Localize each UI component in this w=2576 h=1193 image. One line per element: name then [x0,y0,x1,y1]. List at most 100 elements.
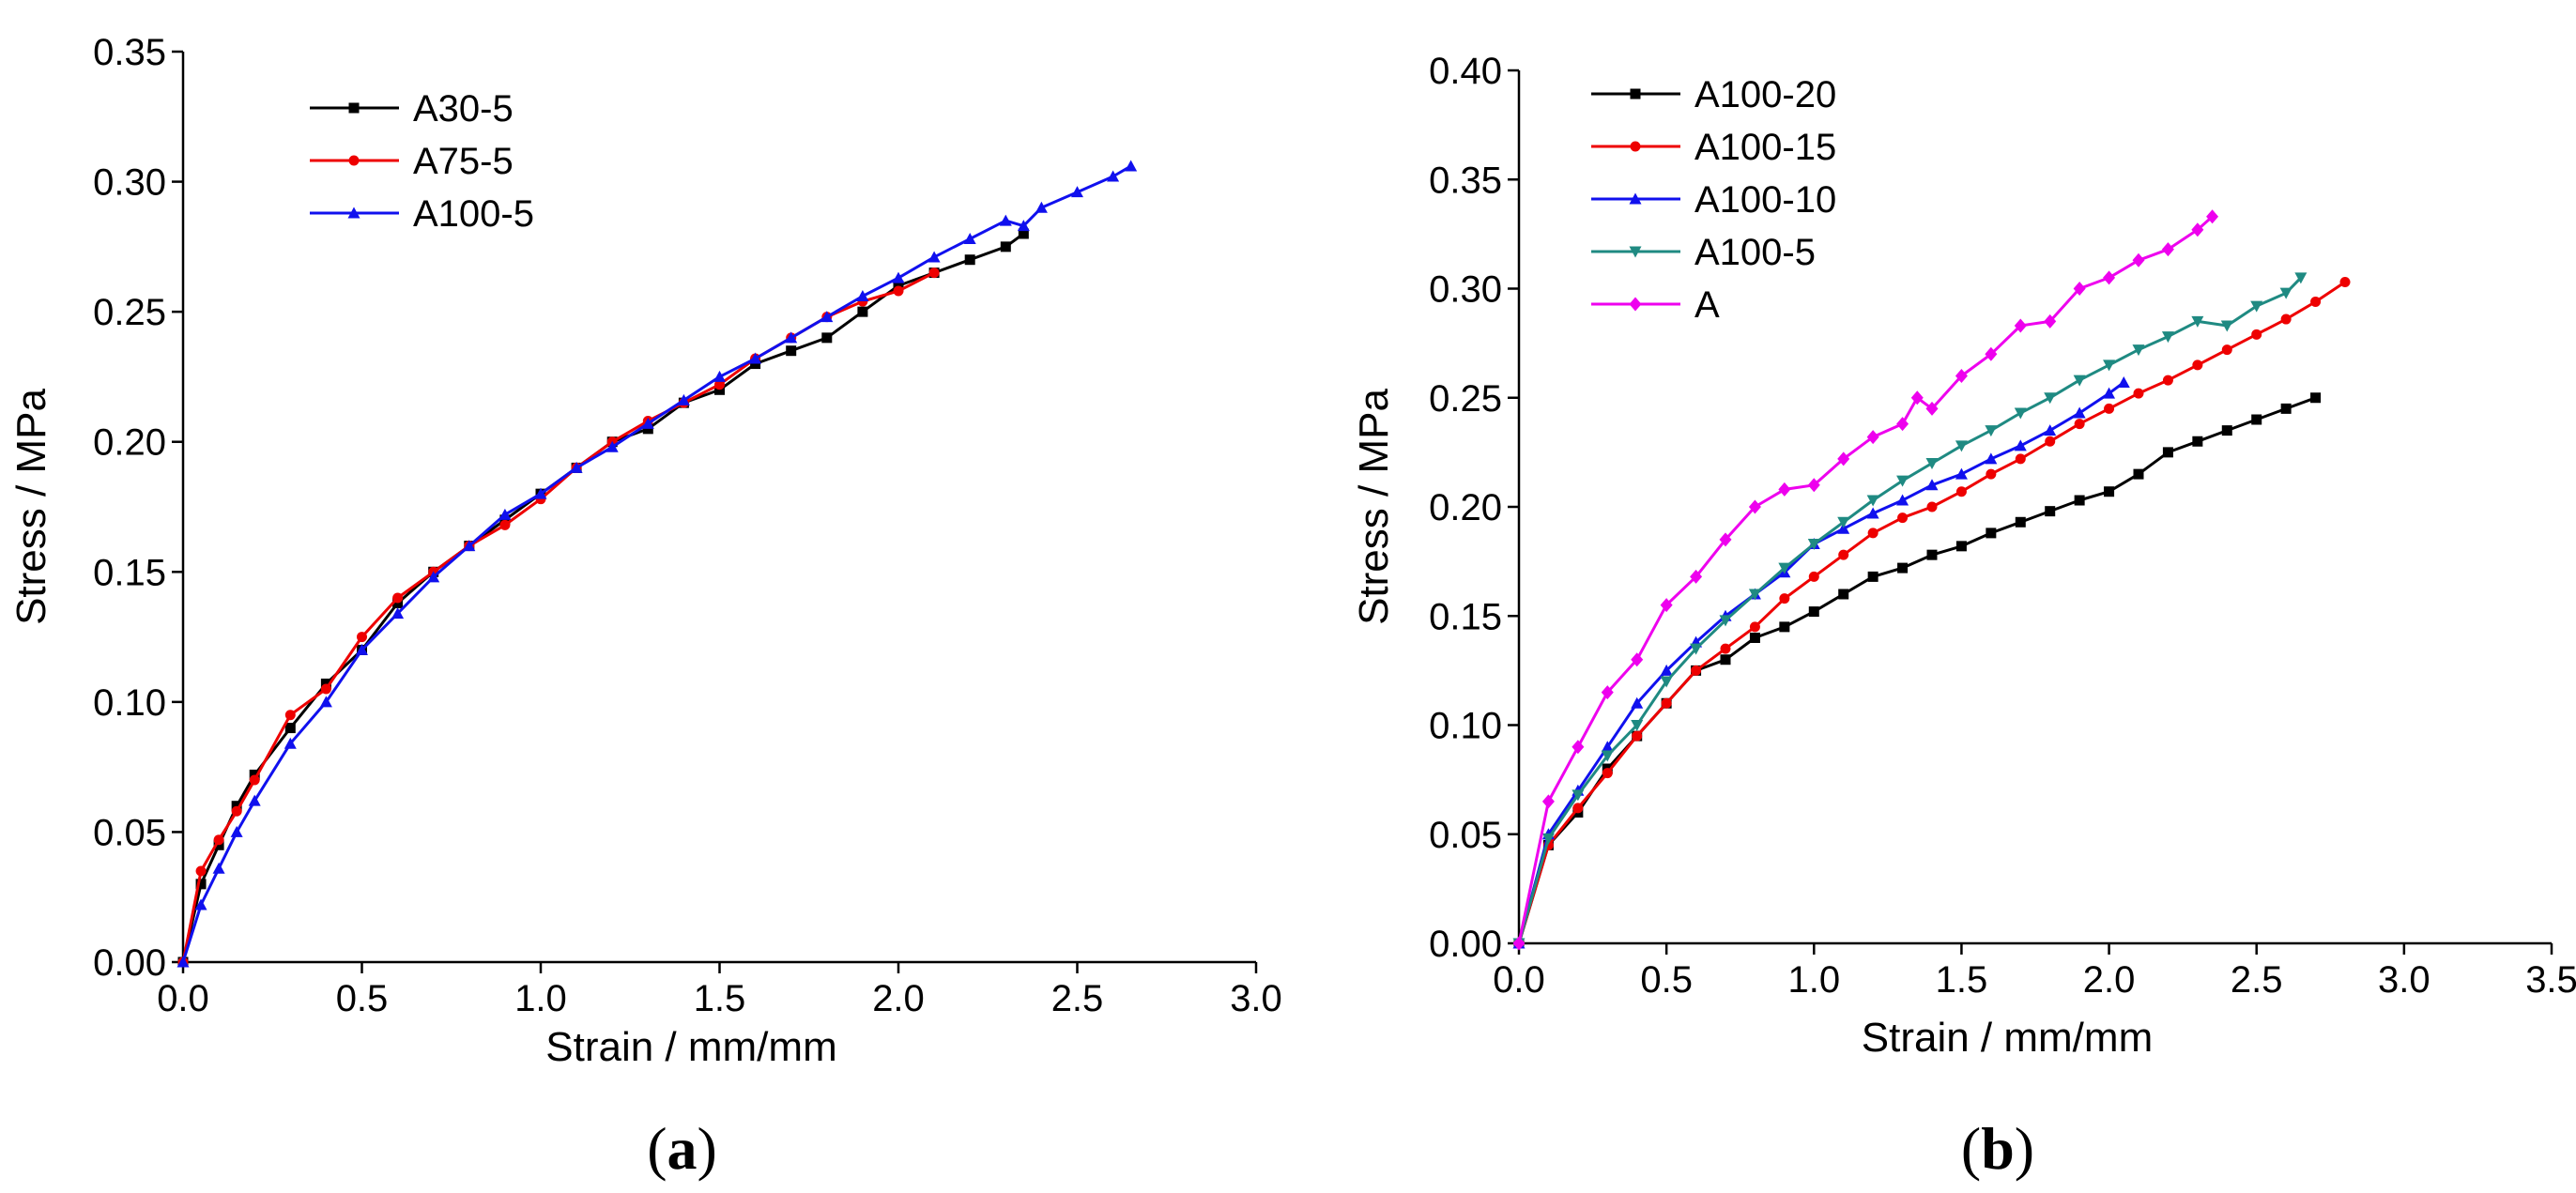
data-point [2162,375,2173,386]
data-point [1807,539,1820,551]
legend-item: A30-5 [310,88,514,130]
data-point [2251,329,2262,340]
data-point [1897,562,1909,574]
data-point [2192,436,2203,447]
y-tick-label: 0.10 [93,682,166,724]
data-point [714,379,725,390]
data-point [1896,417,1909,432]
legend: A100-20 A100-15 A100-10 A100-5 A [1591,74,1836,326]
data-point [893,280,904,291]
data-point [820,311,834,323]
legend-label: A [1694,284,1720,326]
data-point [2221,425,2232,436]
legend-swatch-marker [1629,297,1642,312]
data-point [1660,676,1673,688]
data-point [2250,300,2263,313]
data-point [2104,486,2115,497]
y-tick-label: 0.00 [1429,924,1502,965]
data-point [1866,495,1879,507]
data-point [1572,803,1584,814]
panel-caption-letter: a [667,1115,698,1182]
legend-swatch-marker [1629,192,1642,205]
data-point [1660,664,1673,676]
series-a30-5 [177,228,1029,968]
series-line [1517,276,2302,944]
x-tick-label: 3.5 [2525,959,2576,1001]
data-point [928,251,941,263]
legend-swatch-marker [348,102,360,114]
data-point [499,514,511,526]
data-point [231,801,242,812]
legend-swatch-marker [1630,141,1641,152]
data-point [1720,643,1731,654]
legend-swatch-marker [1630,88,1641,99]
x-axis-title: Strain / mm/mm [545,1024,836,1070]
data-point [2015,516,2026,528]
data-point [320,683,331,695]
legend-item: A100-10 [1591,179,1836,221]
series-a75-5 [177,268,940,968]
data-point [2280,403,2292,414]
data-point [1572,740,1585,755]
data-point [2044,392,2057,405]
data-point [1955,369,1968,383]
series-a100-5 [1512,272,2308,950]
y-tick-label: 0.15 [1429,596,1502,637]
data-point [2310,392,2322,404]
series-a100-15 [1513,277,2351,949]
data-point [1748,589,1761,601]
data-point [1866,507,1879,519]
x-tick-label: 3.0 [1230,978,1282,1019]
legend-swatch-marker [1629,246,1642,258]
data-point [677,393,690,405]
data-point [2161,242,2174,257]
data-point [1985,425,1998,437]
data-point [1897,512,1909,524]
data-point [1866,430,1879,445]
data-point [2132,252,2145,268]
data-point [1779,593,1790,604]
data-point [249,769,260,780]
legend-label: A100-15 [1694,127,1836,168]
data-point [2117,375,2130,388]
data-point [176,956,190,968]
data-point [1000,241,1011,252]
data-point [1661,697,1672,709]
data-point [2044,424,2057,436]
data-point [2192,359,2203,371]
data-point [2251,414,2262,425]
x-axis-title: Strain / mm/mm [1862,1015,2153,1061]
data-point [2132,344,2145,357]
data-point [1017,220,1030,232]
data-point [785,331,798,344]
data-point [1955,440,1968,452]
data-point [498,508,512,520]
data-point [2221,344,2232,356]
data-point [2294,272,2308,284]
data-point [1925,401,1939,416]
y-tick-label: 0.35 [1429,160,1502,201]
x-tick-label: 3.0 [2378,959,2430,1001]
legend-label: A100-5 [1694,232,1816,273]
data-point [1071,186,1083,198]
data-point [1125,160,1138,172]
series-a [1512,209,2219,951]
data-point [2073,282,2086,296]
data-point [1985,452,1998,465]
x-tick-label: 1.0 [1787,959,1840,1001]
data-point [2279,287,2292,299]
data-point [248,794,261,806]
data-point [1749,633,1760,643]
data-point [2045,436,2056,447]
chart-panel-a: 0.0 0.5 1.0 1.5 2.0 2.5 3.0 0.00 0.05 0.10 0.15 0.2… [8,32,1282,1182]
data-point [319,696,332,708]
y-tick-label: 0.20 [1429,487,1502,528]
y-tick-label: 0.15 [93,552,166,593]
data-point [534,487,547,499]
data-point [1541,833,1555,845]
data-point [1035,201,1048,213]
data-point [1107,170,1120,182]
data-point [1690,643,1703,655]
data-point [499,519,511,530]
legend-item: A100-5 [310,193,534,235]
